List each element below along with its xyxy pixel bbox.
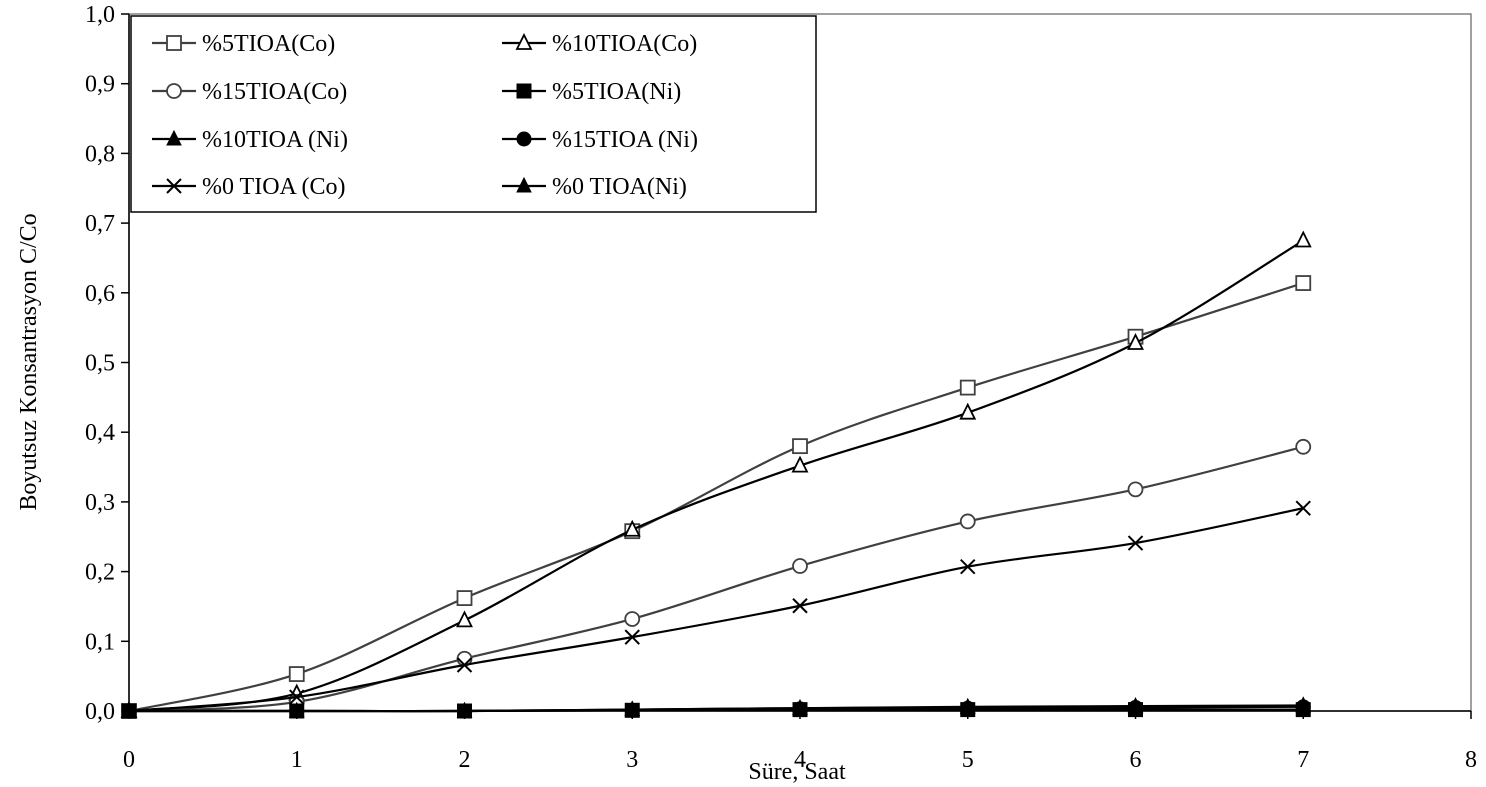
data-point (624, 611, 641, 627)
x-axis-title: Süre, Saat (748, 759, 846, 785)
data-point (959, 379, 976, 396)
legend-label: %5TIOA(Ni) (552, 79, 681, 105)
data-point (959, 697, 976, 714)
data-point (1295, 696, 1312, 712)
data-point (456, 590, 473, 606)
legend-item: %0 TIOA (Co) (152, 174, 346, 200)
data-point (792, 598, 808, 614)
y-tick-label: 0,4 (85, 420, 115, 446)
legend-marker (166, 83, 182, 99)
legend-marker (515, 32, 533, 50)
legend-item: %10TIOA(Co) (502, 31, 697, 57)
data-point (624, 700, 641, 717)
series-line (128, 445, 1304, 713)
y-tick-label: 1,0 (85, 2, 115, 28)
legend: %5TIOA(Co) %10TIOA(Co) %15TIOA(Co) %5TIOA(N… (130, 15, 817, 213)
data-point (959, 513, 976, 530)
legend-box (130, 15, 817, 213)
data-point (623, 519, 641, 537)
series-line (128, 281, 1304, 713)
legend-item: %15TIOA(Co) (152, 79, 347, 105)
x-tick-label: 0 (123, 747, 135, 773)
y-tick-label: 0,6 (85, 281, 115, 307)
x-tick-label: 4 (794, 747, 806, 773)
y-tick-label: 0,5 (85, 351, 115, 377)
data-point (456, 701, 473, 718)
y-tick-label: 0,8 (85, 141, 115, 167)
x-tick-label: 2 (459, 747, 471, 773)
x-tick-label: 6 (1130, 747, 1142, 773)
legend-item: %10TIOA (Ni) (152, 127, 348, 153)
data-point (1295, 275, 1312, 291)
legend-marker (166, 35, 182, 51)
data-point (792, 438, 808, 455)
data-point (960, 559, 976, 575)
series-line (129, 704, 1304, 713)
legend-marker (166, 178, 182, 194)
data-point (1127, 535, 1144, 551)
data-point (121, 701, 137, 718)
data-point (792, 699, 808, 715)
legend-marker (516, 131, 532, 147)
data-point (456, 610, 473, 628)
y-tick-label: 0,9 (85, 72, 115, 98)
data-point (1295, 438, 1312, 455)
data-point (456, 657, 473, 673)
y-tick-label: 0,0 (85, 699, 115, 725)
y-tick-label: 0,7 (85, 211, 115, 237)
x-tick-label: 1 (291, 747, 303, 773)
axes: 0,0 0,1 0,2 0,3 0,4 0,5 0,6 0,7 0,8 0,9 1,0 0 1 2 3 4 5 6… (85, 2, 1477, 773)
x-tick-label: 3 (626, 747, 638, 773)
x-tick-label: 5 (962, 747, 974, 773)
data-point (288, 701, 305, 718)
series-7 (121, 500, 1311, 719)
data-point (289, 689, 305, 705)
legend-label: %15TIOA(Co) (202, 79, 347, 105)
data-point (792, 558, 808, 574)
data-point (1295, 500, 1311, 516)
legend-marker (516, 83, 532, 99)
data-point (1294, 230, 1312, 248)
series-layer (120, 230, 1312, 719)
x-tick-label: 7 (1297, 747, 1309, 773)
data-point (1127, 481, 1144, 498)
series-line (128, 507, 1304, 713)
series-line (128, 239, 1304, 713)
data-point (959, 402, 977, 420)
x-tick-label: 8 (1465, 747, 1477, 773)
data-point (1127, 332, 1144, 350)
legend-item: %15TIOA (Ni) (502, 127, 698, 153)
legend-label: %0 TIOA(Ni) (552, 174, 687, 200)
y-tick-label: 0,3 (85, 490, 115, 516)
data-point (624, 629, 640, 645)
series-8 (121, 696, 1312, 718)
y-tick-label: 0,1 (85, 629, 115, 655)
legend-label: %10TIOA(Co) (552, 31, 697, 57)
data-point (1127, 697, 1144, 713)
y-tick-label: 0,2 (85, 560, 115, 586)
data-point (288, 666, 305, 682)
y-axis-title: Boyutsuz Konsantrasyon C/Co (16, 213, 42, 510)
legend-label: %0 TIOA (Co) (202, 174, 346, 200)
legend-marker (166, 129, 182, 146)
legend-item: %0 TIOA(Ni) (502, 174, 687, 200)
legend-item: %5TIOA(Co) (152, 31, 335, 57)
legend-label: %15TIOA (Ni) (552, 127, 698, 153)
legend-item: %5TIOA(Ni) (502, 79, 681, 105)
legend-marker (516, 176, 532, 193)
data-point (791, 455, 809, 473)
series-2 (120, 230, 1312, 718)
legend-label: %5TIOA(Co) (202, 31, 335, 57)
legend-label: %10TIOA (Ni) (202, 127, 348, 153)
